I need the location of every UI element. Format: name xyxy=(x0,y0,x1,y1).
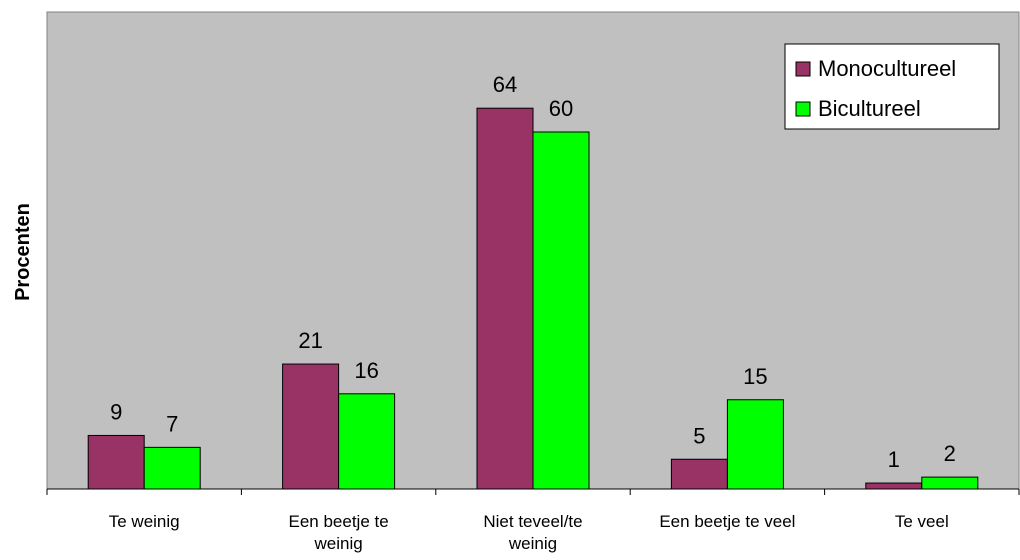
data-label: 16 xyxy=(354,358,378,383)
bar-bicultureel xyxy=(143,446,201,490)
category-labels: Te weinig Een beetje te weinig Niet teveel/… xyxy=(109,512,949,553)
legend: Monocultureel Bicultureel xyxy=(784,43,1000,130)
category-label: weinig xyxy=(508,534,557,553)
y-axis-label: Procenten xyxy=(12,203,34,301)
data-label: 1 xyxy=(888,447,900,472)
legend-box xyxy=(784,43,1000,130)
bar-monocultureel xyxy=(87,434,145,490)
category-label: Te veel xyxy=(895,512,949,531)
legend-label: Monocultureel xyxy=(818,56,956,81)
x-ticks xyxy=(46,489,1020,495)
data-label: 15 xyxy=(743,364,767,389)
data-label: 9 xyxy=(110,399,122,424)
data-label: 2 xyxy=(944,441,956,466)
data-label: 64 xyxy=(493,72,517,97)
bar-monocultureel xyxy=(476,107,534,490)
bar-bicultureel xyxy=(338,393,396,490)
bar-monocultureel xyxy=(282,363,340,490)
data-label: 21 xyxy=(298,328,322,353)
legend-swatch-bicultureel xyxy=(795,101,811,117)
bar-bicultureel xyxy=(532,131,590,490)
bar-bicultureel xyxy=(726,399,784,490)
bars-layer: 9 7 21 16 64 60 5 15 1 2 xyxy=(87,72,979,490)
data-label: 5 xyxy=(693,423,705,448)
data-label: 7 xyxy=(166,411,178,436)
bar-monocultureel xyxy=(670,458,728,490)
bar-monocultureel xyxy=(865,482,923,490)
category-label: Een beetje te xyxy=(288,512,388,531)
category-label: Een beetje te veel xyxy=(659,512,795,531)
bar-bicultureel xyxy=(921,476,979,490)
legend-label: Bicultureel xyxy=(818,96,921,121)
category-label: weinig xyxy=(313,534,362,553)
data-label: 60 xyxy=(549,96,573,121)
category-label: Te weinig xyxy=(109,512,180,531)
legend-swatch-monocultureel xyxy=(795,61,811,77)
category-label: Niet teveel/te xyxy=(483,512,582,531)
